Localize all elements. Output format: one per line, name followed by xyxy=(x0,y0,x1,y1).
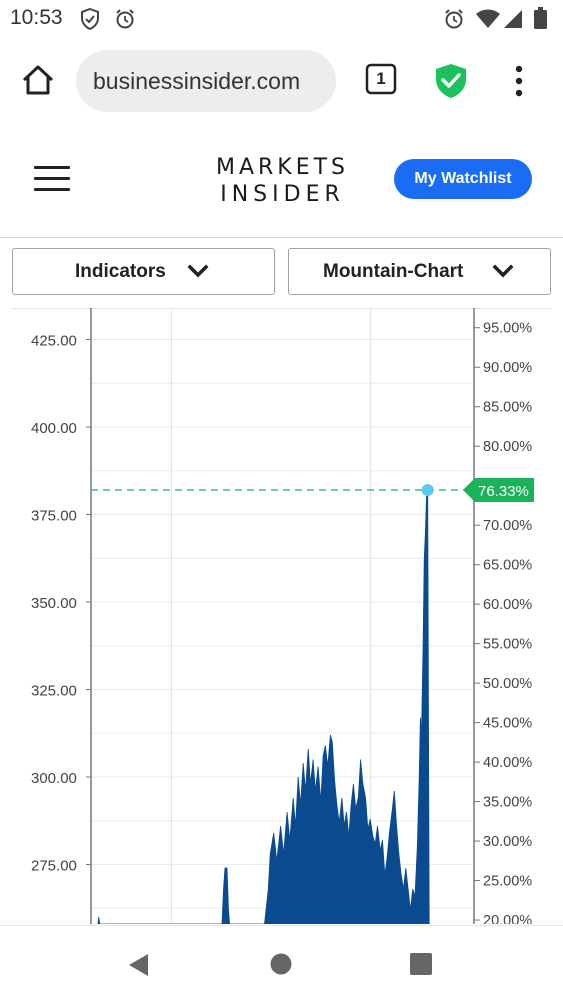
recents-square-icon[interactable] xyxy=(410,953,432,975)
chart-type-label: Mountain-Chart xyxy=(323,261,464,282)
left-tick-label: 325.00 xyxy=(31,683,77,700)
chart-type-dropdown[interactable]: Mountain-Chart xyxy=(288,248,551,295)
chevron-down-icon xyxy=(492,264,514,278)
indicators-label: Indicators xyxy=(75,261,166,282)
logo-line2: INSIDER xyxy=(220,182,345,207)
right-tick-label: 95.00% xyxy=(483,321,532,337)
status-bar: 10:53 xyxy=(0,0,563,38)
alarm-icon xyxy=(116,9,134,29)
logo-line1: MARKETS xyxy=(215,155,350,180)
right-tick-label: 50.00% xyxy=(483,676,532,692)
current-value-marker xyxy=(421,484,434,496)
tab-switcher-button[interactable]: 1 xyxy=(364,62,398,96)
right-tick-label: 45.00% xyxy=(483,716,532,732)
right-tick-label: 70.00% xyxy=(483,518,532,534)
right-tick-label: 85.00% xyxy=(483,400,532,416)
current-value-label: 76.33% xyxy=(478,483,529,500)
left-tick-label: 375.00 xyxy=(31,508,77,525)
more-vert-icon[interactable] xyxy=(506,62,532,100)
indicators-dropdown[interactable]: Indicators xyxy=(12,248,275,295)
address-bar[interactable]: businessinsider.com xyxy=(76,50,336,112)
chevron-down-icon xyxy=(187,264,209,278)
left-tick-label: 275.00 xyxy=(31,858,77,875)
markets-insider-logo[interactable]: MARKETS INSIDER xyxy=(200,154,365,208)
stock-chart[interactable]: 425.00 400.00 375.00 350.00 325.00 300.00 275.… xyxy=(12,308,552,924)
right-tick-label: 20.00% xyxy=(483,913,532,924)
site-header: MARKETS INSIDER My Watchlist xyxy=(0,124,563,238)
left-tick-label: 300.00 xyxy=(31,770,77,787)
right-tick-label: 40.00% xyxy=(483,755,532,771)
tabs-icon xyxy=(365,63,397,95)
tab-count: 1 xyxy=(376,69,386,88)
wifi-icon xyxy=(476,9,500,28)
home-circle-icon[interactable] xyxy=(270,953,292,975)
browser-toolbar: businessinsider.com 1 xyxy=(0,38,563,124)
my-watchlist-button[interactable]: My Watchlist xyxy=(394,159,532,199)
shield-check-icon[interactable] xyxy=(432,62,470,100)
home-icon[interactable] xyxy=(18,60,58,100)
battery-icon xyxy=(534,7,547,29)
price-area-series xyxy=(97,489,430,924)
left-tick-label: 425.00 xyxy=(31,333,77,350)
alarm-icon xyxy=(445,9,463,29)
right-tick-label: 65.00% xyxy=(483,558,532,574)
right-tick-label: 90.00% xyxy=(483,360,532,376)
right-tick-label: 35.00% xyxy=(483,795,532,811)
left-tick-label: 400.00 xyxy=(31,420,77,437)
hamburger-menu-icon[interactable] xyxy=(34,166,70,194)
status-time: 10:53 xyxy=(10,6,63,29)
right-tick-label: 30.00% xyxy=(483,834,532,850)
url-text: businessinsider.com xyxy=(93,68,301,94)
right-tick-label: 25.00% xyxy=(483,874,532,890)
shield-check-icon xyxy=(81,8,99,30)
system-navigation-bar xyxy=(0,925,563,1000)
signal-icon xyxy=(504,10,522,28)
right-tick-label: 55.00% xyxy=(483,637,532,653)
back-icon[interactable] xyxy=(128,953,150,977)
left-tick-label: 350.00 xyxy=(31,595,77,612)
right-tick-label: 60.00% xyxy=(483,597,532,613)
current-value-badge xyxy=(463,478,534,502)
chart-canvas: 425.00 400.00 375.00 350.00 325.00 300.00 275.… xyxy=(12,308,552,924)
right-tick-label: 80.00% xyxy=(483,439,532,455)
